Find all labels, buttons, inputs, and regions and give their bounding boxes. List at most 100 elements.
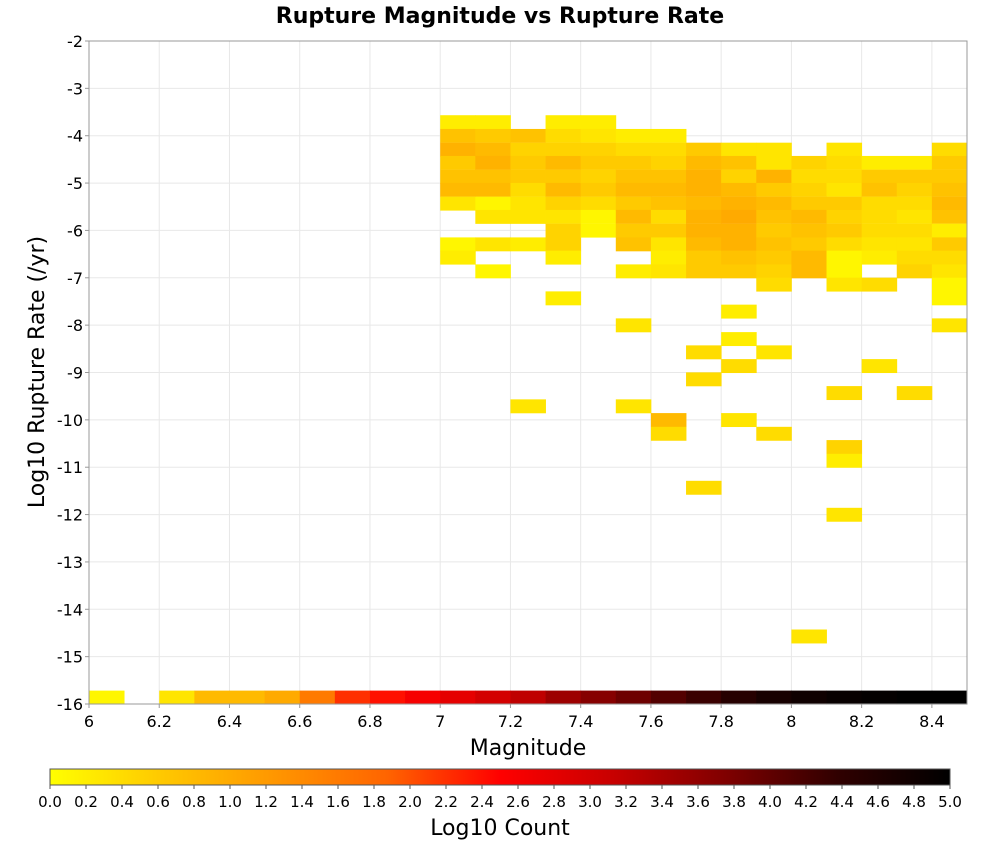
heatmap-cell bbox=[756, 250, 792, 265]
heatmap-cell bbox=[545, 209, 582, 224]
heatmap-cell bbox=[826, 155, 863, 170]
heatmap-cell bbox=[650, 264, 687, 279]
heatmap-cell bbox=[931, 182, 968, 197]
heatmap-cell bbox=[791, 182, 827, 197]
heatmap-cell bbox=[896, 169, 933, 184]
heatmap-cell bbox=[826, 264, 863, 279]
heatmap-cell bbox=[580, 182, 617, 197]
heatmap-cell bbox=[826, 169, 863, 184]
heatmap-cell bbox=[826, 507, 863, 522]
heatmap-cell bbox=[440, 237, 476, 252]
x-tick-label: 6.6 bbox=[287, 712, 312, 731]
heatmap-cell bbox=[826, 223, 863, 238]
heatmap-cell bbox=[615, 237, 652, 252]
heatmap-cell bbox=[580, 128, 617, 143]
heatmap-cell bbox=[791, 155, 827, 170]
colorbar-tick-label: 4.4 bbox=[830, 793, 854, 811]
colorbar-tick-label: 1.6 bbox=[326, 793, 350, 811]
x-tick-label: 8.4 bbox=[919, 712, 944, 731]
heatmap-cell bbox=[615, 169, 652, 184]
heatmap-cell bbox=[931, 155, 968, 170]
heatmap-cell bbox=[686, 155, 722, 170]
x-tick-label: 7 bbox=[435, 712, 445, 731]
y-tick-label: -15 bbox=[57, 648, 83, 667]
heatmap-cell bbox=[791, 223, 827, 238]
heatmap-cell bbox=[721, 182, 757, 197]
heatmap-cell bbox=[931, 291, 968, 306]
heatmap-cell bbox=[861, 209, 898, 224]
heatmap-cell bbox=[440, 169, 476, 184]
heatmap-cell bbox=[580, 115, 617, 130]
heatmap-cell bbox=[791, 169, 827, 184]
y-tick-label: -6 bbox=[67, 221, 83, 240]
heatmap-cell bbox=[896, 690, 933, 705]
y-axis-ticks: -2 -3 -4 -5 -6 -7 -8 -9 -10 -11 -12 -13 -14 -15 -16 bbox=[57, 32, 89, 714]
colorbar-tick-label: 3.6 bbox=[686, 793, 710, 811]
y-tick-label: -16 bbox=[57, 695, 83, 714]
heatmap-cell bbox=[826, 250, 863, 265]
heatmap-cell bbox=[650, 237, 687, 252]
heatmap-cell bbox=[686, 237, 722, 252]
colorbar-tick-label: 2.0 bbox=[398, 793, 422, 811]
heatmap-cell bbox=[756, 264, 792, 279]
x-axis-label: Magnitude bbox=[470, 736, 587, 761]
colorbar-tick-label: 4.8 bbox=[902, 793, 926, 811]
heatmap-cell bbox=[650, 209, 687, 224]
heatmap-cell bbox=[580, 223, 617, 238]
heatmap-cell bbox=[686, 169, 722, 184]
heatmap-cell bbox=[615, 155, 652, 170]
heatmap-cell bbox=[440, 690, 476, 705]
heatmap-cell bbox=[791, 250, 827, 265]
heatmap-cell bbox=[931, 318, 968, 333]
heatmap-cell bbox=[615, 209, 652, 224]
heatmap-cell bbox=[721, 169, 757, 184]
colorbar-tick-label: 2.4 bbox=[470, 793, 494, 811]
heatmap-cell bbox=[756, 196, 792, 211]
chart-title: Rupture Magnitude vs Rupture Rate bbox=[276, 4, 724, 29]
heatmap-cell bbox=[334, 690, 371, 705]
heatmap-cell bbox=[440, 128, 476, 143]
heatmap-cell bbox=[931, 223, 968, 238]
heatmap-cell bbox=[580, 155, 617, 170]
x-tick-label: 7.2 bbox=[498, 712, 523, 731]
heatmap-cells bbox=[89, 115, 968, 705]
heatmap-cell bbox=[756, 155, 792, 170]
colorbar-tick-label: 0.4 bbox=[110, 793, 134, 811]
heatmap-cell bbox=[896, 209, 933, 224]
colorbar-tick-label: 4.0 bbox=[758, 793, 782, 811]
heatmap-cell bbox=[861, 690, 898, 705]
heatmap-cell bbox=[510, 196, 546, 211]
heatmap-cell bbox=[545, 250, 582, 265]
heatmap-cell bbox=[510, 155, 546, 170]
heatmap-cell bbox=[510, 399, 546, 414]
colorbar-tick-label: 4.6 bbox=[866, 793, 890, 811]
heatmap-cell bbox=[686, 209, 722, 224]
heatmap-cell bbox=[510, 182, 546, 197]
heatmap-cell bbox=[861, 196, 898, 211]
y-tick-label: -13 bbox=[57, 553, 83, 572]
heatmap-cell bbox=[686, 264, 722, 279]
heatmap-cell bbox=[405, 690, 441, 705]
x-tick-label: 7.4 bbox=[568, 712, 593, 731]
colorbar-tick-label: 0.6 bbox=[146, 793, 170, 811]
heatmap-cell bbox=[545, 237, 582, 252]
heatmap-cell bbox=[931, 209, 968, 224]
heatmap-cell bbox=[686, 345, 722, 360]
heatmap-cell bbox=[721, 359, 757, 374]
heatmap-cell bbox=[510, 690, 546, 705]
heatmap-cell bbox=[826, 690, 863, 705]
heatmap-cell bbox=[615, 128, 652, 143]
y-tick-label: -5 bbox=[67, 174, 83, 193]
heatmap-cell bbox=[650, 182, 687, 197]
x-tick-label: 6.2 bbox=[147, 712, 172, 731]
heatmap-cell bbox=[861, 169, 898, 184]
heatmap-cell bbox=[826, 440, 863, 455]
heatmap-cell bbox=[756, 345, 792, 360]
heatmap-cell bbox=[440, 250, 476, 265]
heatmap-cell bbox=[686, 480, 722, 495]
heatmap-cell bbox=[686, 223, 722, 238]
heatmap-cell bbox=[475, 128, 511, 143]
heatmap-cell bbox=[510, 209, 546, 224]
heatmap-cell bbox=[756, 426, 792, 441]
